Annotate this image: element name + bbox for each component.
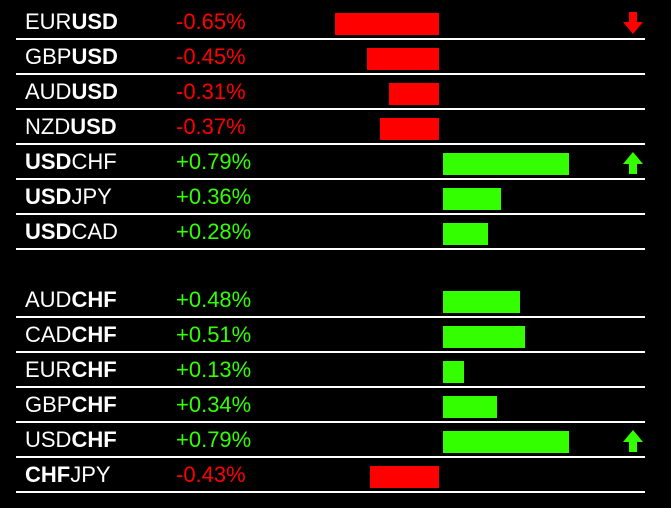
- pair-row: USDJPY +0.36%: [16, 180, 645, 215]
- percent-change: +0.28%: [176, 219, 252, 244]
- pair-row: AUDUSD -0.31%: [16, 75, 645, 110]
- pair-currency: EUR: [25, 9, 72, 34]
- pair-name: EURCHF: [25, 357, 117, 383]
- pair-name: GBPUSD: [25, 44, 118, 70]
- percent-change: -0.45%: [176, 44, 246, 69]
- pair-name: AUDCHF: [25, 287, 117, 313]
- pair-currency: CAD: [25, 322, 72, 347]
- pair-row: EURUSD -0.65%: [16, 5, 645, 40]
- pair-row: AUDCHF +0.48%: [16, 283, 645, 318]
- positive-bar: [443, 188, 501, 210]
- pair-name: USDCHF: [25, 427, 117, 453]
- pair-currency-bold: USD: [25, 149, 72, 174]
- pair-row: GBPUSD -0.45%: [16, 40, 645, 75]
- pair-currency-bold: USD: [25, 219, 72, 244]
- percent-change: +0.36%: [176, 184, 252, 209]
- pair-name: USDCAD: [25, 219, 118, 245]
- negative-bar: [389, 83, 439, 105]
- pair-currency-bold: CHF: [71, 287, 117, 312]
- pair-row: CHFJPY -0.43%: [16, 458, 645, 493]
- percent-change: +0.51%: [176, 322, 252, 347]
- pair-name: CADCHF: [25, 322, 117, 348]
- percent-change: -0.37%: [176, 114, 246, 139]
- pair-currency-bold: USD: [70, 114, 117, 139]
- pair-currency: USD: [25, 427, 72, 452]
- pair-row: CADCHF +0.51%: [16, 318, 645, 353]
- pair-row: GBPCHF +0.34%: [16, 388, 645, 423]
- pair-name: EURUSD: [25, 9, 118, 35]
- positive-bar: [443, 153, 569, 175]
- chf-group: AUDCHF +0.48% CADCHF +0.51% EURCHF +0.13% GBPC…: [16, 283, 645, 493]
- negative-bar: [380, 118, 439, 140]
- positive-bar: [443, 291, 520, 313]
- pair-row: EURCHF +0.13%: [16, 353, 645, 388]
- pair-currency-bold: USD: [71, 44, 118, 69]
- pair-name: USDJPY: [25, 184, 112, 210]
- positive-bar: [443, 396, 497, 418]
- pair-currency: JPY: [70, 462, 111, 487]
- pair-currency: JPY: [71, 184, 112, 209]
- pair-currency: GBP: [25, 392, 72, 417]
- pair-currency-bold: CHF: [71, 392, 117, 417]
- pair-name: USDCHF: [25, 149, 117, 175]
- pair-name: AUDUSD: [25, 79, 118, 105]
- pair-currency-bold: USD: [71, 9, 118, 34]
- pair-currency: CHF: [71, 149, 117, 174]
- up-arrow-icon: [623, 430, 643, 452]
- pair-currency: GBP: [25, 44, 72, 69]
- positive-bar: [443, 431, 569, 453]
- negative-bar: [367, 48, 439, 70]
- percent-change: +0.79%: [176, 427, 252, 452]
- pair-currency-bold: CHF: [25, 462, 71, 487]
- down-arrow-icon: [623, 12, 643, 34]
- pair-name: GBPCHF: [25, 392, 117, 418]
- pair-currency-bold: CHF: [71, 322, 117, 347]
- pair-currency: CAD: [71, 219, 118, 244]
- pair-name: NZDUSD: [25, 114, 117, 140]
- positive-bar: [443, 223, 488, 245]
- pair-row: USDCHF +0.79%: [16, 423, 645, 458]
- pair-row: USDCHF +0.79%: [16, 145, 645, 180]
- percent-change: -0.43%: [176, 462, 246, 487]
- percent-change: +0.34%: [176, 392, 252, 417]
- pair-currency: AUD: [25, 79, 72, 104]
- pair-currency-bold: USD: [71, 79, 118, 104]
- positive-bar: [443, 326, 525, 348]
- percent-change: +0.13%: [176, 357, 252, 382]
- percent-change: +0.48%: [176, 287, 252, 312]
- pair-currency-bold: USD: [25, 184, 72, 209]
- usd-group: EURUSD -0.65% GBPUSD -0.45% AUDUSD -0.31% NZDU…: [16, 5, 645, 250]
- up-arrow-icon: [623, 152, 643, 174]
- pair-name: CHFJPY: [25, 462, 111, 488]
- negative-bar: [370, 466, 439, 488]
- negative-bar: [335, 13, 439, 35]
- percent-change: -0.31%: [176, 79, 246, 104]
- positive-bar: [443, 361, 464, 383]
- pair-currency-bold: CHF: [71, 427, 117, 452]
- pair-row: NZDUSD -0.37%: [16, 110, 645, 145]
- pair-currency: AUD: [25, 287, 72, 312]
- pair-currency-bold: CHF: [71, 357, 117, 382]
- percent-change: +0.79%: [176, 149, 252, 174]
- pair-row: USDCAD +0.28%: [16, 215, 645, 250]
- pair-currency: EUR: [25, 357, 72, 382]
- pair-currency: NZD: [25, 114, 71, 139]
- percent-change: -0.65%: [176, 9, 246, 34]
